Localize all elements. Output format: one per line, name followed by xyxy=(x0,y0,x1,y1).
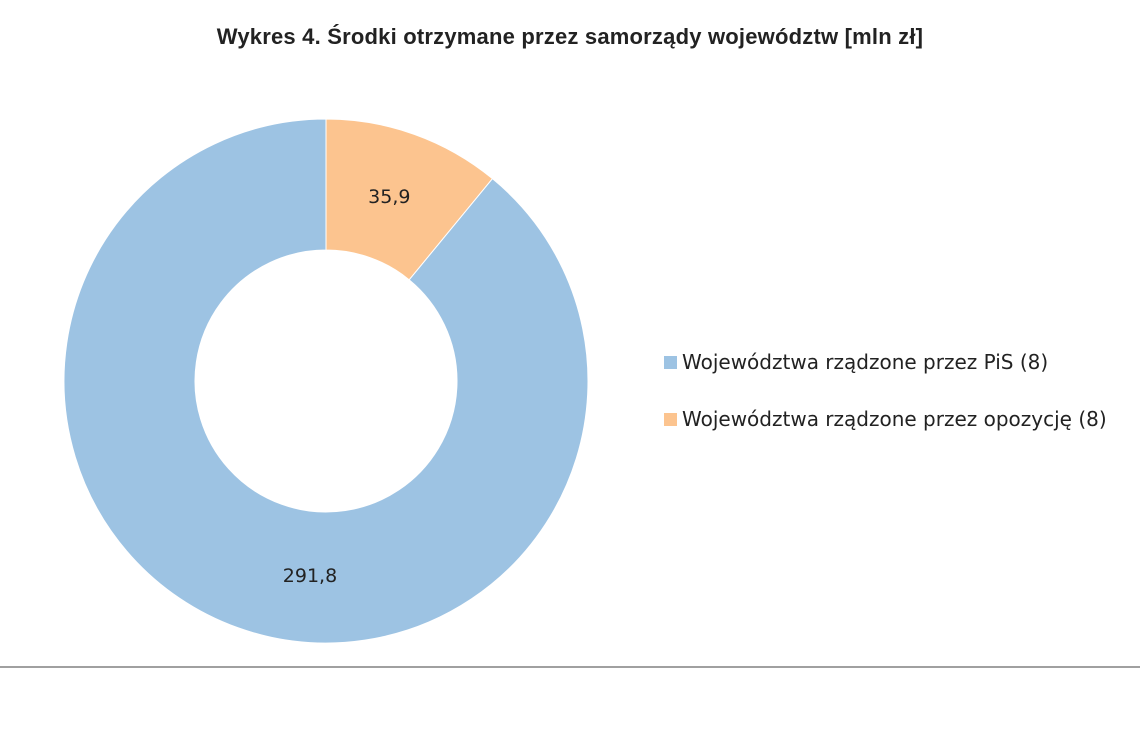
legend-label-pis: Województwa rządzone przez PiS (8) xyxy=(682,350,1049,374)
slice-label-pis: 291,8 xyxy=(283,565,337,587)
slice-pis xyxy=(63,118,589,644)
bottom-divider xyxy=(0,666,1140,668)
chart-legend: Województwa rządzone przez PiS (8) Wojew… xyxy=(664,348,1107,462)
legend-swatch-opposition xyxy=(664,412,677,426)
legend-item-opposition: Województwa rządzone przez opozycję (8) xyxy=(664,405,1107,433)
legend-label-opposition: Województwa rządzone przez opozycję (8) xyxy=(682,407,1107,431)
chart-title: Wykres 4. Środki otrzymane przez samorzą… xyxy=(216,24,924,49)
legend-swatch-pis xyxy=(664,355,677,369)
legend-item-pis: Województwa rządzone przez PiS (8) xyxy=(664,348,1107,376)
slice-label-opposition: 35,9 xyxy=(368,186,410,208)
